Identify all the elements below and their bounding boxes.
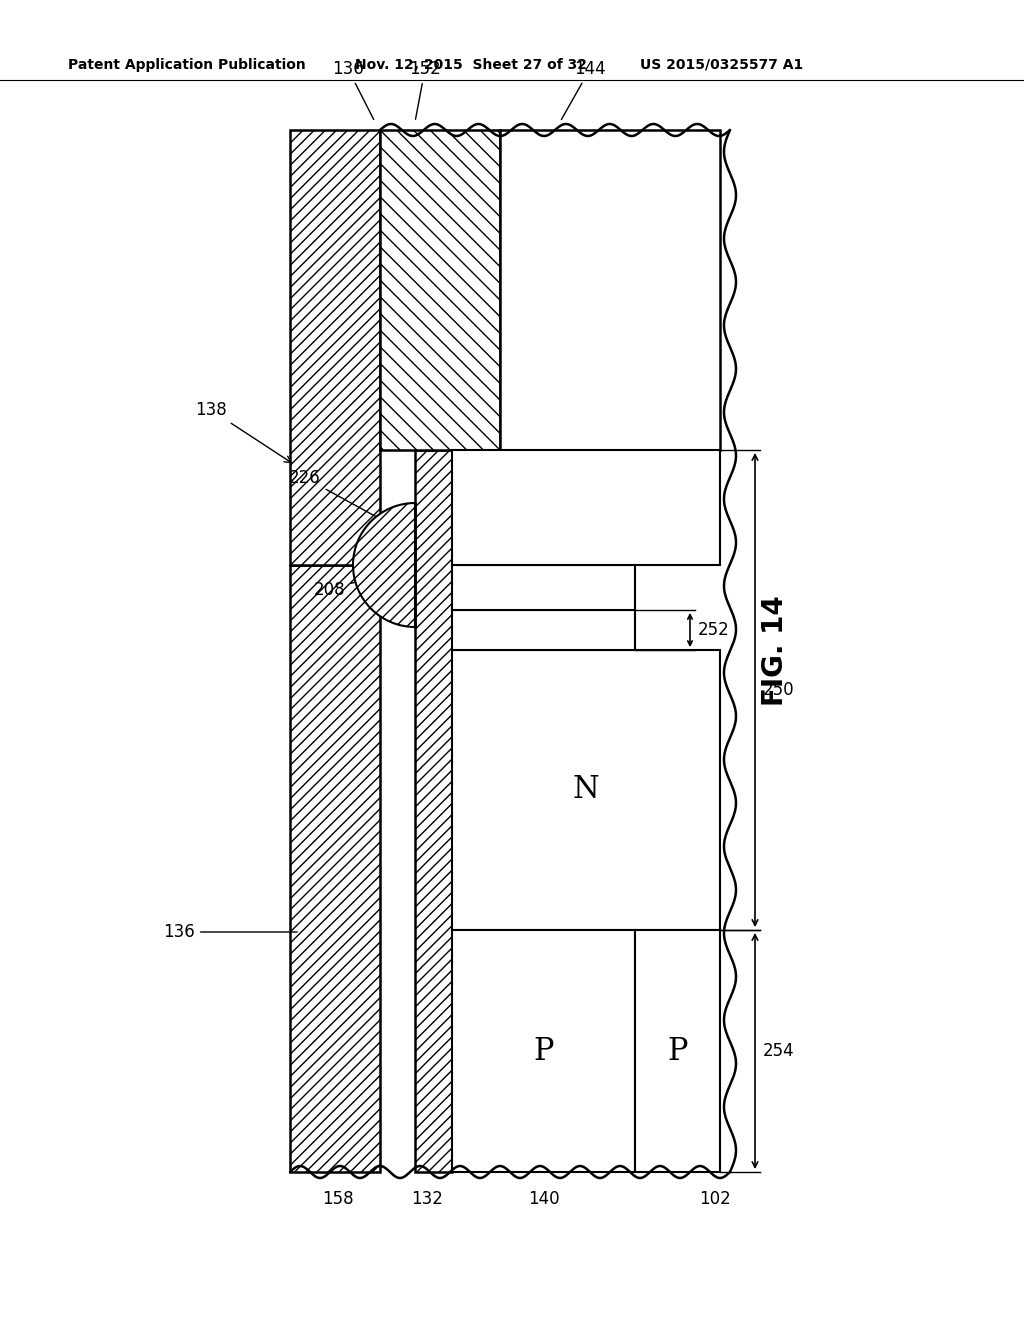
Text: 226: 226 [289, 469, 394, 527]
Text: 208: 208 [314, 566, 408, 599]
Bar [452, 649, 720, 931]
Text: FIG. 14: FIG. 14 [761, 595, 790, 706]
Bar [415, 450, 452, 1172]
Polygon shape [353, 503, 415, 627]
Text: 250: 250 [763, 681, 795, 700]
Text: Patent Application Publication: Patent Application Publication [68, 58, 306, 73]
Bar [452, 450, 720, 565]
Text: 132: 132 [411, 1191, 443, 1208]
Text: 252: 252 [698, 620, 730, 639]
Bar [635, 931, 720, 1172]
Bar [290, 565, 380, 1172]
Text: N: N [572, 775, 599, 805]
Text: 140: 140 [527, 1191, 559, 1208]
Text: P: P [534, 1035, 554, 1067]
Bar [380, 129, 500, 450]
Text: 136: 136 [163, 923, 297, 941]
Text: 254: 254 [763, 1041, 795, 1060]
Wedge shape [353, 503, 415, 627]
Text: 136: 136 [332, 59, 374, 120]
Text: 144: 144 [561, 59, 606, 120]
Bar [290, 129, 380, 565]
Text: Nov. 12, 2015  Sheet 27 of 32: Nov. 12, 2015 Sheet 27 of 32 [355, 58, 587, 73]
Bar [452, 931, 635, 1172]
Text: P: P [668, 1035, 688, 1067]
Text: US 2015/0325577 A1: US 2015/0325577 A1 [640, 58, 803, 73]
Text: 102: 102 [699, 1191, 731, 1208]
Bar [452, 565, 635, 610]
Text: 158: 158 [323, 1191, 354, 1208]
Bar [452, 610, 635, 649]
Text: 152: 152 [410, 59, 441, 119]
Bar [500, 129, 720, 450]
Text: 138: 138 [195, 401, 292, 462]
